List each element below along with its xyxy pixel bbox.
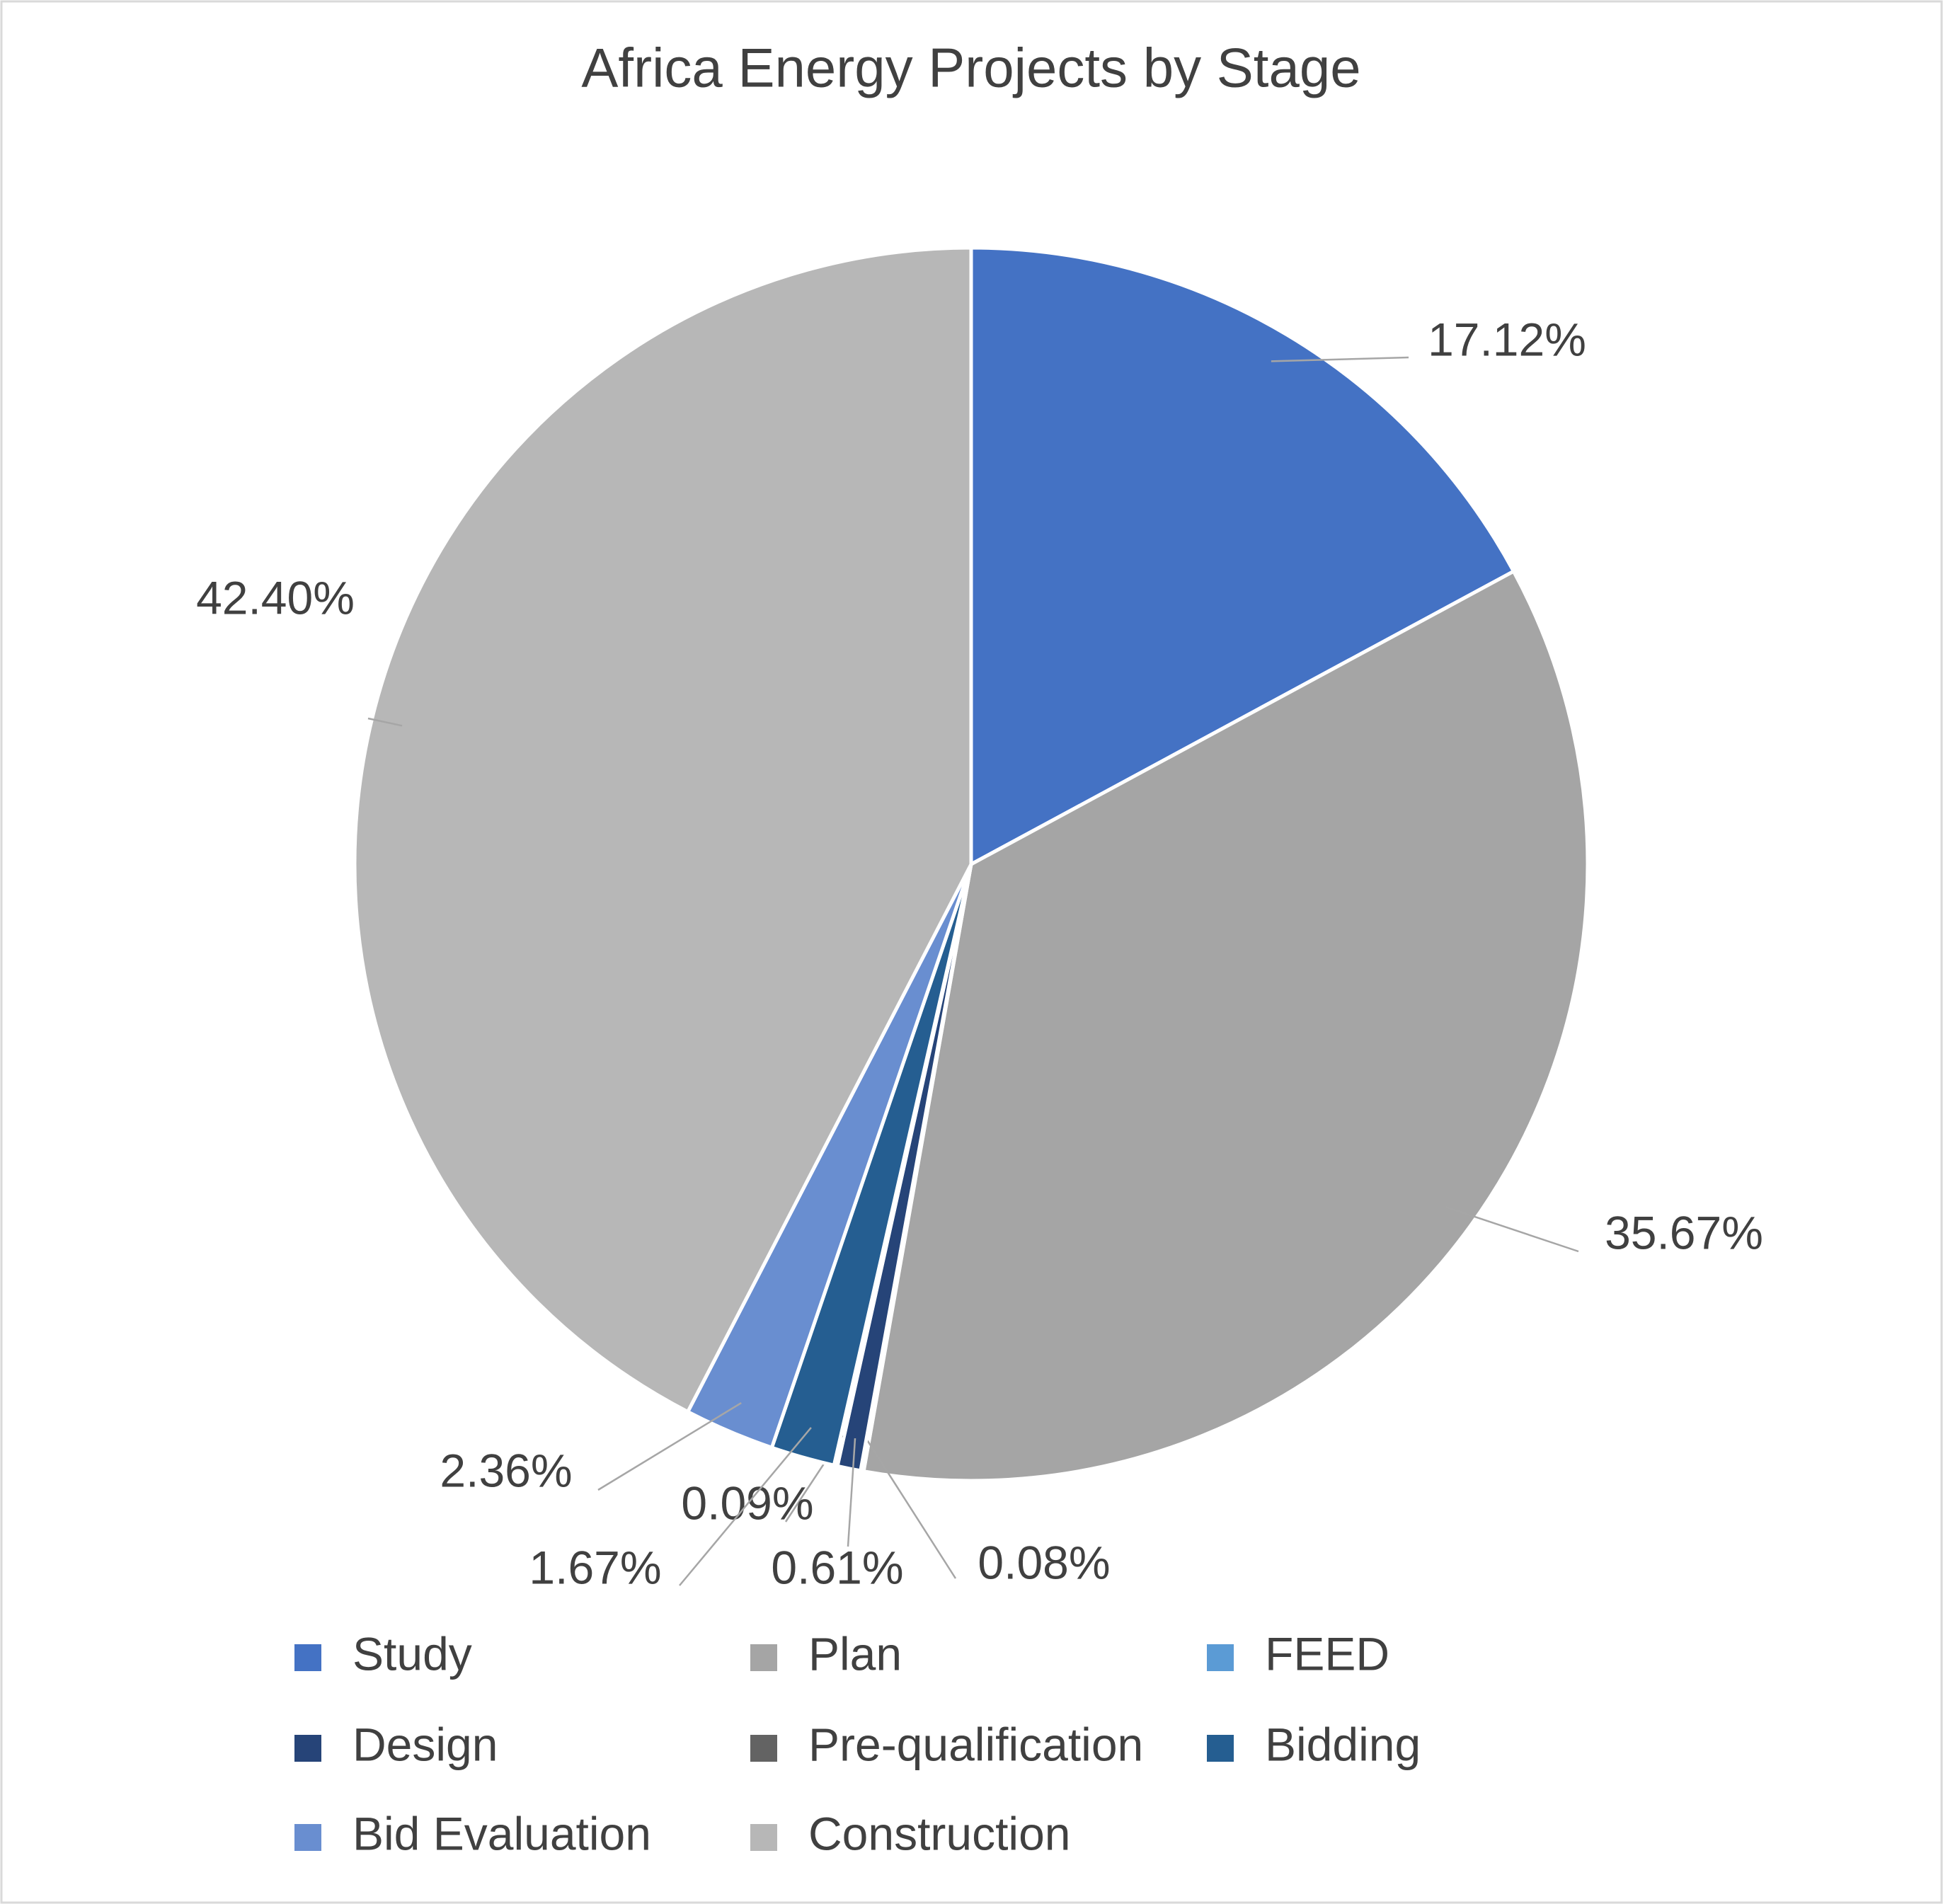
- legend-swatch: [750, 1824, 777, 1851]
- legend-label: Pre-qualification: [808, 1718, 1143, 1770]
- data-label: 17.12%: [1428, 313, 1586, 365]
- chart-title: Africa Energy Projects by Stage: [581, 37, 1360, 99]
- legend-label: Study: [353, 1627, 472, 1680]
- legend-swatch: [1207, 1735, 1234, 1762]
- legend-label: FEED: [1265, 1627, 1389, 1680]
- leader-line: [679, 1427, 812, 1586]
- pie-slice: [969, 246, 1516, 868]
- leader-line: [847, 1438, 856, 1547]
- legend-label: Plan: [808, 1627, 902, 1680]
- leader-line: [367, 717, 403, 727]
- legend-swatch: [1207, 1644, 1234, 1671]
- legend-swatch: [294, 1644, 321, 1671]
- legend-label: Bid Evaluation: [353, 1807, 651, 1859]
- data-label: 42.40%: [196, 571, 355, 624]
- legend-swatch: [750, 1735, 777, 1762]
- data-label: 35.67%: [1605, 1206, 1763, 1258]
- data-label: 2.36%: [440, 1444, 572, 1496]
- legend-swatch: [294, 1735, 321, 1762]
- legend-label: Construction: [808, 1807, 1071, 1859]
- legend-label: Bidding: [1265, 1718, 1421, 1770]
- legend-label: Design: [353, 1718, 498, 1770]
- legend-swatch: [294, 1824, 321, 1851]
- pie-slice: [861, 568, 1590, 1483]
- data-label: 0.08%: [978, 1536, 1110, 1588]
- data-label: 0.61%: [771, 1541, 903, 1593]
- leader-line: [597, 1401, 742, 1491]
- leader-line: [1445, 1206, 1579, 1253]
- leader-line: [866, 1440, 957, 1579]
- data-label: 1.67%: [529, 1541, 661, 1593]
- legend-swatch: [750, 1644, 777, 1671]
- leader-line: [1271, 356, 1409, 362]
